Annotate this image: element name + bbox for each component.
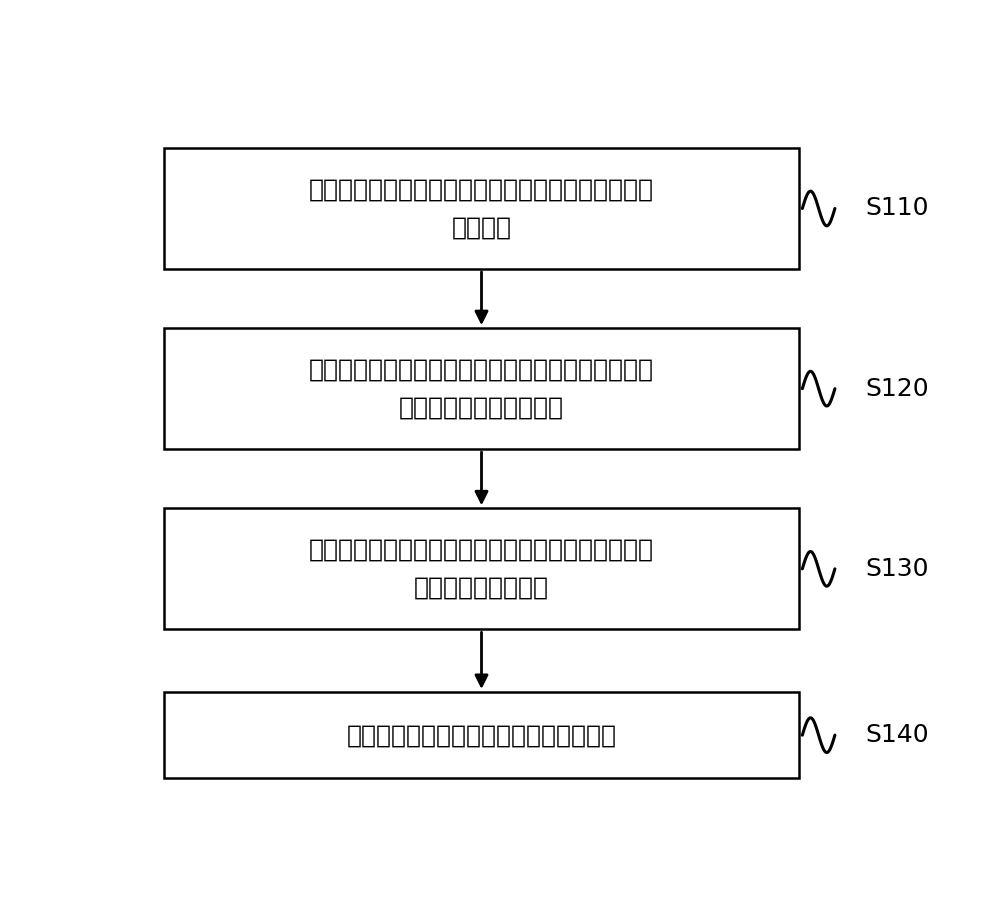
Bar bbox=[164, 692, 799, 778]
Text: 根据任务检测平台数量和待检测任务数量，构建任务: 根据任务检测平台数量和待检测任务数量，构建任务 bbox=[309, 177, 654, 202]
Text: 度变量的任务调度值: 度变量的任务调度值 bbox=[414, 576, 549, 600]
Text: S130: S130 bbox=[865, 557, 929, 580]
Text: S110: S110 bbox=[865, 196, 929, 220]
Bar bbox=[164, 328, 799, 449]
Text: 调度变量: 调度变量 bbox=[452, 215, 512, 239]
Text: S140: S140 bbox=[865, 724, 929, 747]
Text: S120: S120 bbox=[865, 377, 929, 400]
Text: 根据目标函数和待检测任务的约束条件，确定任务调: 根据目标函数和待检测任务的约束条件，确定任务调 bbox=[309, 538, 654, 562]
Text: 根据任务调度值，对待检测任务进行调度: 根据任务调度值，对待检测任务进行调度 bbox=[347, 724, 616, 747]
Bar bbox=[164, 148, 799, 269]
Text: 停机时间，构建目标函数: 停机时间，构建目标函数 bbox=[399, 396, 564, 419]
Bar bbox=[164, 508, 799, 629]
Text: 根据任务调度变量、任务检测平台的任务测试时间和: 根据任务调度变量、任务检测平台的任务测试时间和 bbox=[309, 357, 654, 382]
